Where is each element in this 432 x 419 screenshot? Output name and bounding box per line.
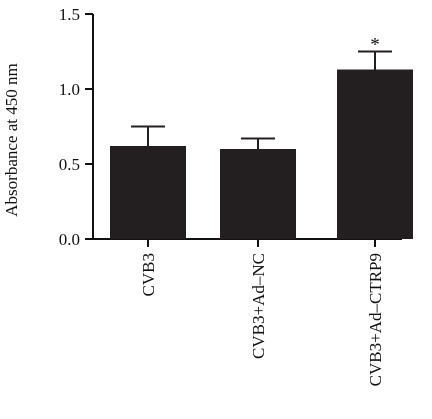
y-tick-label: 1.0 <box>59 80 80 99</box>
bar <box>110 146 186 239</box>
y-tick-label: 0.5 <box>59 155 80 174</box>
x-tick-label: CVB3 <box>139 253 158 296</box>
bar <box>220 149 296 239</box>
error-bars <box>131 50 392 149</box>
y-axis-label: Absorbance at 450 nm <box>2 63 21 216</box>
annotations: * <box>370 35 380 56</box>
x-tick-label: CVB3+Ad–NC <box>249 253 268 359</box>
x-tick-label: CVB3+Ad–CTRP9 <box>366 253 385 386</box>
x-axis: CVB3 CVB3+Ad–NC CVB3+Ad–CTRP9 <box>93 238 402 386</box>
y-tick-label: 0.0 <box>59 230 80 249</box>
y-tick-label: 1.5 <box>59 5 80 24</box>
bar <box>337 69 413 239</box>
y-axis: 0.0 0.5 1.0 1.5 <box>59 5 94 249</box>
significance-marker: * <box>370 35 380 56</box>
bars <box>110 69 413 239</box>
